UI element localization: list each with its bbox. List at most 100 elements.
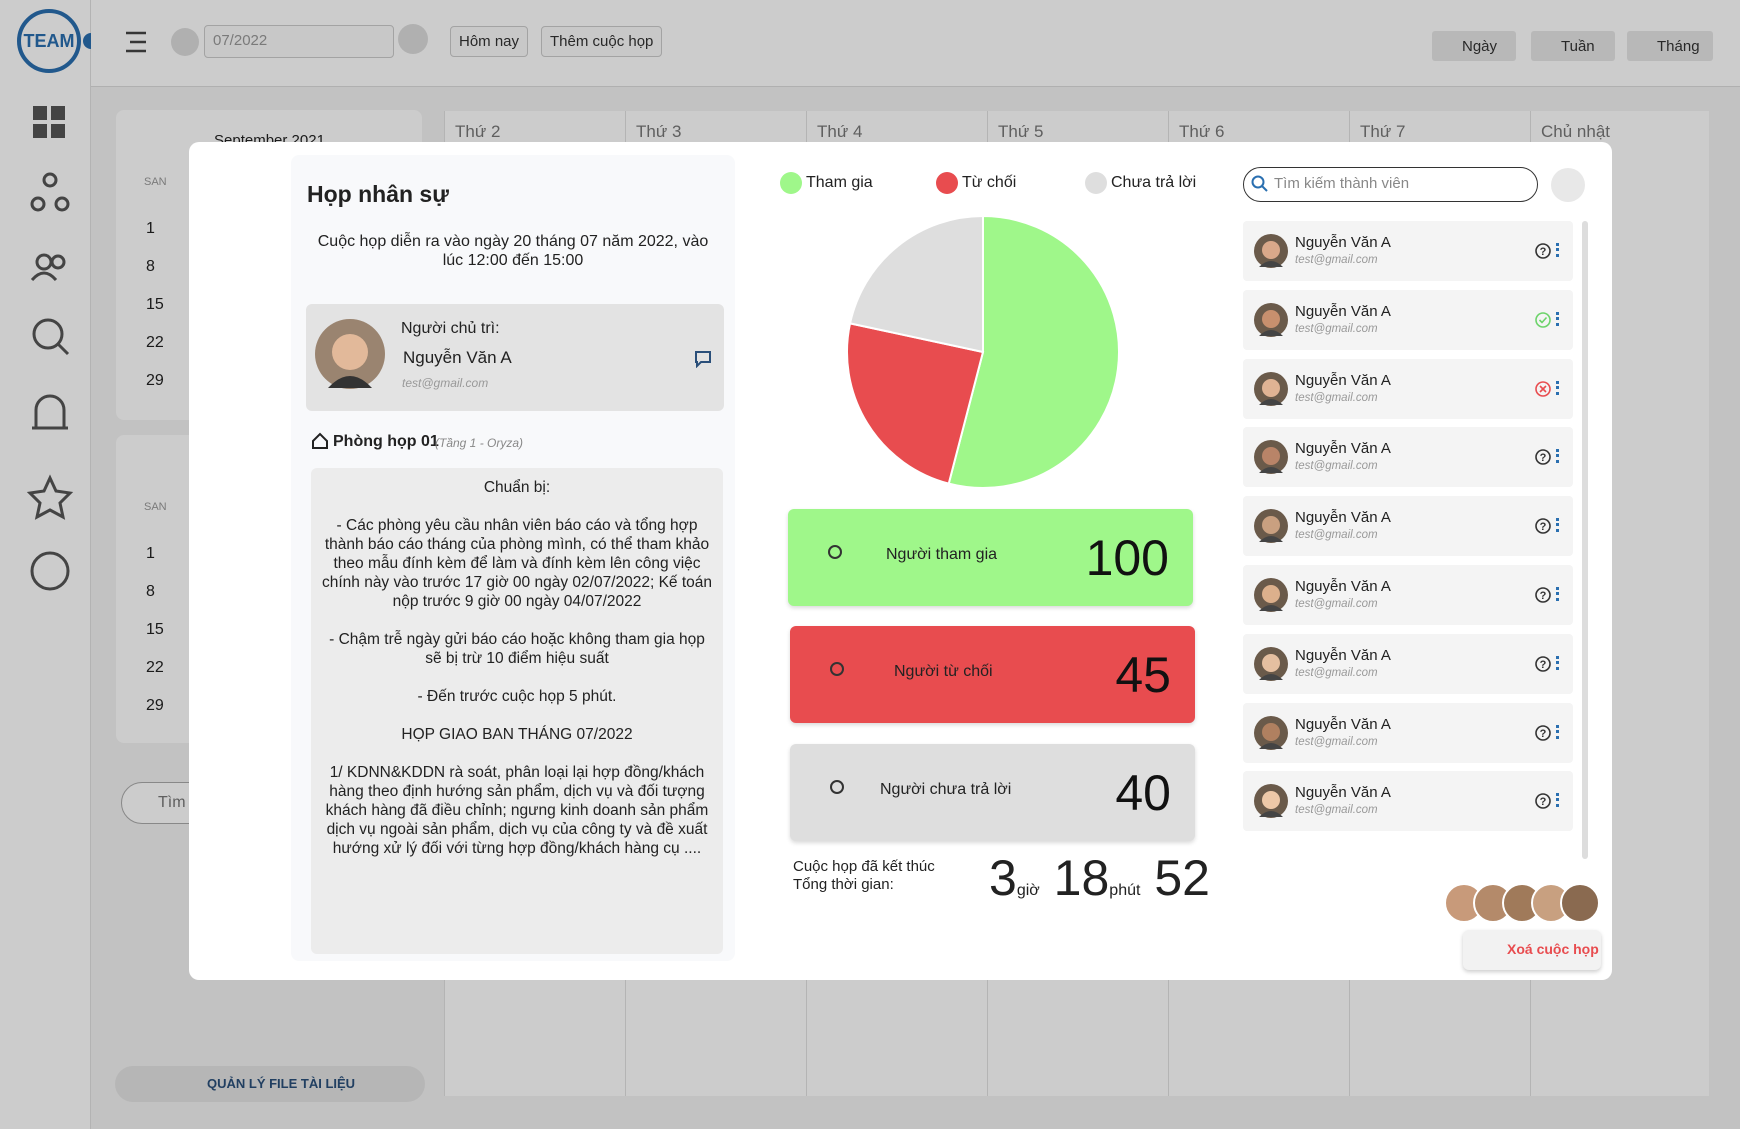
mini-day: 1 xyxy=(146,545,155,562)
add-member-button[interactable] xyxy=(1551,168,1585,202)
duration-label: Cuộc họp đã kết thúc Tổng thời gian: xyxy=(793,858,935,894)
stat-label: Người chưa trả lời xyxy=(880,781,1012,798)
weekday: Thứ 2 xyxy=(455,122,501,141)
more-button[interactable] xyxy=(1556,587,1559,601)
view-button[interactable]: Tuần xyxy=(1531,31,1615,61)
stat-label: Người từ chối xyxy=(894,663,993,680)
view-button[interactable]: Ngày xyxy=(1432,31,1516,61)
view-button[interactable]: Tháng xyxy=(1627,31,1713,61)
stat-value: 45 xyxy=(1115,647,1171,703)
member-card[interactable]: Nguyễn Văn A test@gmail.com? xyxy=(1243,221,1573,281)
weekday: Chủ nhật xyxy=(1541,122,1610,141)
file-button[interactable]: QUẢN LÝ FILE TÀI LIỆU xyxy=(115,1066,425,1102)
member-avatar xyxy=(1254,440,1288,475)
more-button[interactable] xyxy=(1556,380,1559,395)
member-email: test@gmail.com xyxy=(1295,322,1378,335)
member-card[interactable]: Nguyễn Văn A test@gmail.com? xyxy=(1243,702,1573,763)
member-card[interactable]: Nguyễn Văn A test@gmail.com? xyxy=(1243,496,1573,557)
meeting-time: Cuộc họp diễn ra vào ngày 20 tháng 07 nă… xyxy=(317,233,709,269)
note-paragraph: - Chậm trễ ngày gửi báo cáo hoặc không t… xyxy=(329,631,705,667)
svg-text:?: ? xyxy=(1540,796,1547,808)
mini-weekday: SAN xyxy=(144,501,167,513)
delete-button[interactable]: Xoá cuộc họp xyxy=(1463,930,1601,970)
mini-day: 15 xyxy=(146,621,164,638)
note-paragraph: - Các phòng yêu cầu nhân viên báo cáo và… xyxy=(321,517,713,610)
mini-day: 29 xyxy=(146,372,164,389)
svg-text:?: ? xyxy=(1540,452,1547,464)
today-button[interactable]: Hôm nay xyxy=(450,26,529,57)
member-avatar xyxy=(1254,715,1288,750)
stat-card: Người từ chối 45 xyxy=(790,626,1195,723)
member-card[interactable]: Nguyễn Văn A test@gmail.com xyxy=(1243,358,1573,419)
mini-day: 29 xyxy=(146,697,164,714)
weekday: Thứ 7 xyxy=(1360,122,1406,141)
search-icon xyxy=(1251,175,1268,192)
svg-text:TEAM: TEAM xyxy=(24,31,75,51)
more-button[interactable] xyxy=(1556,449,1559,464)
weekday: Thứ 5 xyxy=(998,122,1044,141)
mini-day: 22 xyxy=(146,334,164,351)
legend-label: Chưa trả lời xyxy=(1111,174,1197,191)
more-button[interactable] xyxy=(1556,655,1559,670)
member-email: test@gmail.com xyxy=(1295,666,1378,679)
next-button[interactable] xyxy=(398,24,428,54)
host-name: Nguyễn Văn A xyxy=(403,348,512,367)
legend-label: Tham gia xyxy=(806,174,873,191)
member-email: test@gmail.com xyxy=(1295,804,1378,817)
duration-line: Cuộc họp đã kết thúc xyxy=(793,858,935,875)
chat-icon[interactable] xyxy=(694,350,712,368)
member-name: Nguyễn Văn A xyxy=(1295,784,1391,802)
host-avatar xyxy=(315,319,385,389)
more-button[interactable] xyxy=(1556,724,1559,739)
mini-day: 15 xyxy=(146,296,164,313)
member-search[interactable]: Tìm kiếm thành viên xyxy=(1243,167,1538,202)
legend-item: Chưa trả lời xyxy=(1085,172,1196,194)
more-button[interactable] xyxy=(1556,793,1559,808)
member-email: test@gmail.com xyxy=(1295,735,1378,748)
legend-label: Từ chối xyxy=(962,174,1017,191)
member-card[interactable]: Nguyễn Văn A test@gmail.com? xyxy=(1243,633,1573,694)
member-avatar xyxy=(1254,509,1288,544)
add-meeting-button[interactable]: Thêm cuộc họp xyxy=(541,26,663,57)
member-avatar xyxy=(1254,578,1288,612)
pie-slice xyxy=(846,322,985,485)
member-name: Nguyễn Văn A xyxy=(1295,234,1391,251)
date-input[interactable]: 07/2022 xyxy=(204,25,394,58)
more-button[interactable] xyxy=(1556,243,1559,257)
meeting-title: Họp nhân sự xyxy=(307,181,449,207)
member-card[interactable]: Nguyễn Văn A test@gmail.com? xyxy=(1243,427,1573,488)
member-card[interactable]: Nguyễn Văn A test@gmail.com xyxy=(1243,289,1573,350)
stat-value: 100 xyxy=(1085,530,1169,586)
member-avatar xyxy=(1254,646,1288,681)
member-name: Nguyễn Văn A xyxy=(1295,646,1391,664)
status-icon-declined xyxy=(1535,380,1551,397)
mini-day: 22 xyxy=(146,659,164,676)
note-paragraph: Chuẩn bị: xyxy=(483,479,551,496)
svg-text:?: ? xyxy=(1540,659,1547,671)
sidebar-icons: TEAM xyxy=(17,9,99,591)
avatar-stack xyxy=(1444,883,1600,923)
room-detail: (Tầng 1 - Oryza) xyxy=(435,436,524,450)
member-name: Nguyễn Văn A xyxy=(1295,509,1391,527)
pie-chart xyxy=(846,214,1120,489)
host-card: Người chủ trì: Nguyễn Văn A test@gmail.c… xyxy=(306,304,724,411)
more-button[interactable] xyxy=(1556,311,1559,326)
hours-unit: giờ xyxy=(1016,882,1040,899)
pie-slice xyxy=(947,214,1120,489)
member-email: test@gmail.com xyxy=(1295,529,1378,542)
pie-slice xyxy=(848,214,984,354)
member-name: Nguyễn Văn A xyxy=(1295,715,1391,733)
member-avatar xyxy=(1254,302,1288,337)
member-card[interactable]: Nguyễn Văn A test@gmail.com? xyxy=(1243,771,1573,832)
mini-day: 8 xyxy=(146,258,155,275)
legend-item: Từ chối xyxy=(936,172,1016,194)
svg-text:?: ? xyxy=(1540,590,1547,602)
stat-label: Người tham gia xyxy=(886,546,998,563)
mini-weekday: SAN xyxy=(144,176,167,188)
stat-icon xyxy=(830,780,844,794)
more-button[interactable] xyxy=(1556,518,1559,533)
member-card[interactable]: Nguyễn Văn A test@gmail.com? xyxy=(1243,565,1573,625)
host-email: test@gmail.com xyxy=(402,376,489,390)
hours: 3 xyxy=(989,850,1017,906)
